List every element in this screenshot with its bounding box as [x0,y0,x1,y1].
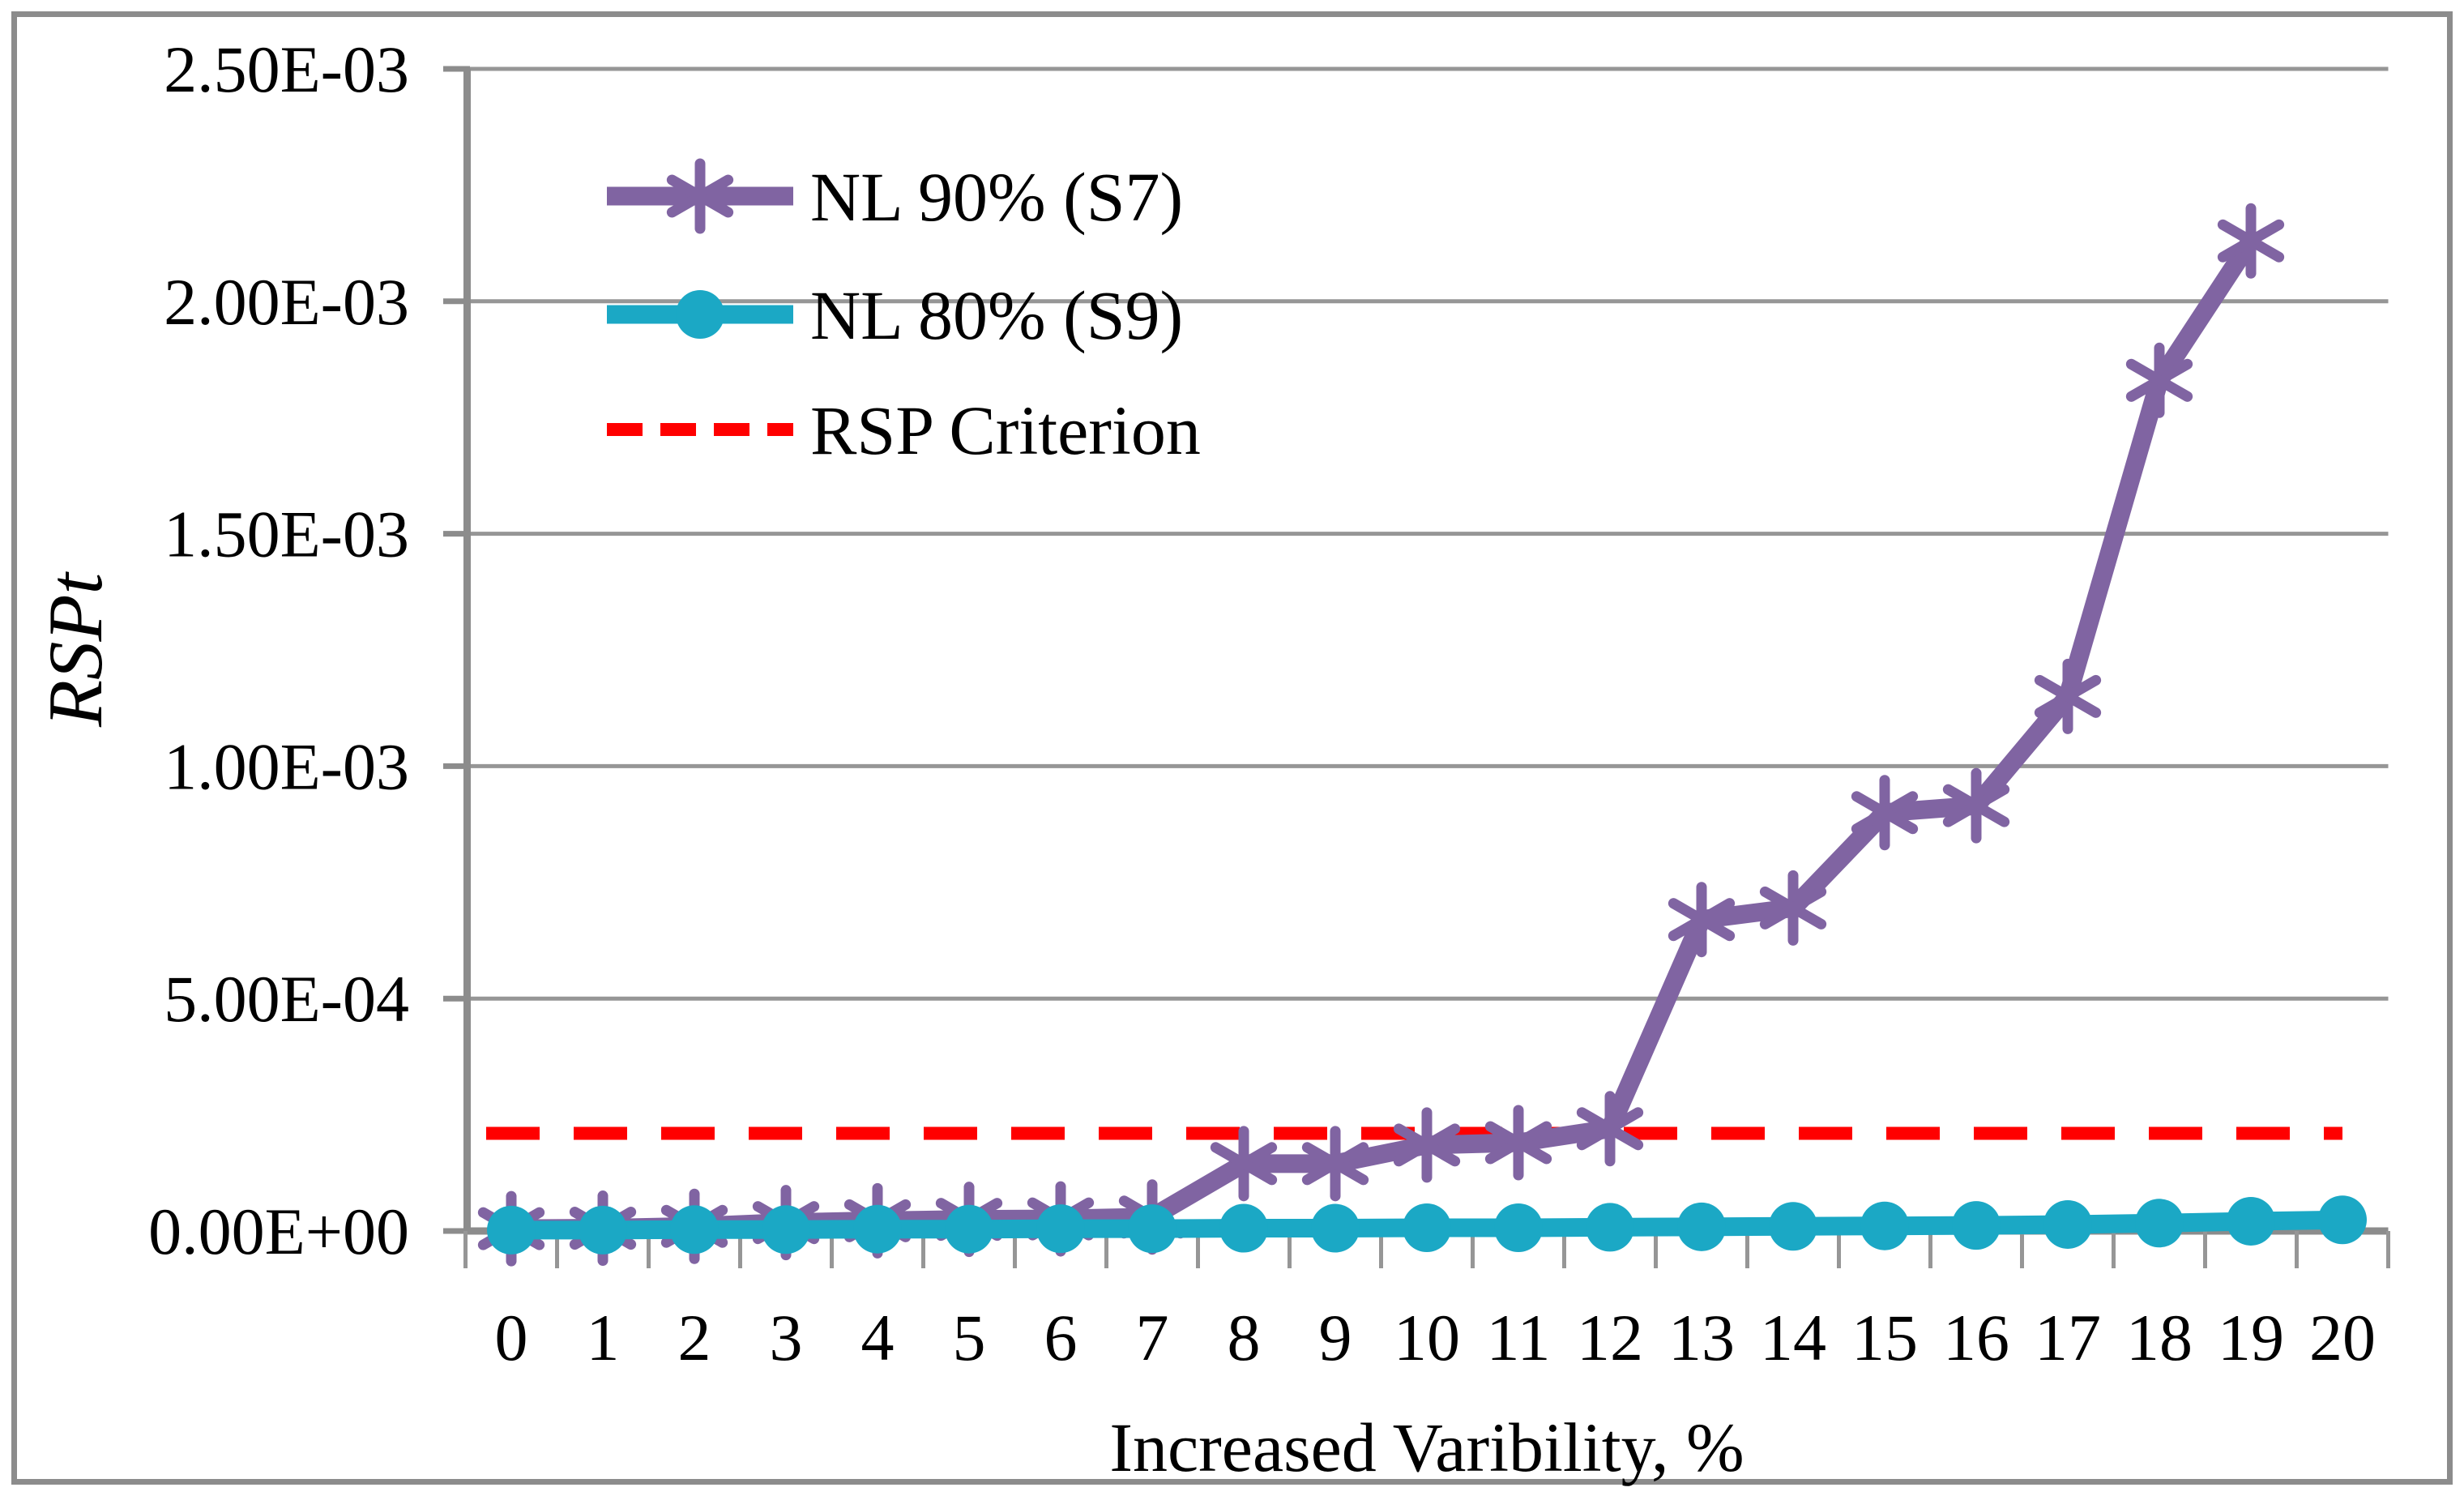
nl90-marker [1851,775,1919,851]
legend-label-nl90: NL 90% (S7) [810,158,1183,236]
nl90-marker [1942,767,2010,844]
asterisk-marker-stroke [1668,898,1736,942]
x-tick-label: 8 [1228,1301,1261,1374]
asterisk-marker-stroke [2217,219,2285,263]
x-tick-label: 19 [2218,1301,2284,1374]
legend-label-nl80: NL 80% (S9) [810,276,1183,354]
nl80-marker [853,1204,902,1254]
x-tick-label: 5 [953,1301,986,1374]
tick-labels-layer: 0.00E+00 5.00E-04 1.00E-03 1.50E-03 2.00E-03… [148,32,2376,1374]
legend-samples-layer [607,158,793,436]
nl90-marker [1668,882,1736,958]
nl80-marker [1586,1203,1634,1252]
y-tick-label: 1.50E-03 [164,498,409,571]
asterisk-marker-stroke [1942,784,2010,827]
nl90-marker [1210,1126,1278,1202]
nl80-marker [1769,1202,1817,1251]
y-tick-label: 2.00E-03 [164,265,409,339]
x-axis-title: Increased Varibility, % [1109,1408,1744,1486]
nl80-marker [1036,1204,1085,1254]
x-tick-label: 20 [2309,1301,2376,1374]
legend-nl80-sample-marker [676,290,724,339]
nl80-marker [1403,1203,1451,1252]
nl90-marker [2125,342,2193,418]
asterisk-marker-stroke [1301,1142,1369,1186]
asterisk-marker-stroke [2125,358,2193,402]
x-tick-label: 6 [1044,1301,1078,1374]
asterisk-marker-stroke [2034,674,2102,718]
nl80-marker [579,1205,627,1255]
x-tick-label: 1 [587,1301,620,1374]
x-tick-label: 7 [1136,1301,1169,1374]
x-tick-label: 2 [678,1301,711,1374]
asterisk-marker-stroke [666,174,734,218]
nl80-marker [1494,1203,1543,1252]
asterisk-marker-stroke [1210,1142,1278,1186]
nl80-marker [1860,1201,1909,1250]
nl90-marker [2034,658,2102,734]
nl90-marker [1576,1091,1644,1167]
nl80-marker [1952,1201,2001,1250]
asterisk-marker-stroke [1484,1121,1552,1165]
series-layer [477,203,2367,1267]
x-tick-label: 18 [2126,1301,2193,1374]
x-tick-label: 15 [1851,1301,1918,1374]
x-tick-label: 3 [770,1301,803,1374]
x-tick-label: 14 [1760,1301,1826,1374]
nl80-marker [1677,1202,1726,1251]
nl80-marker [670,1205,719,1255]
nl90-marker [1759,870,1827,946]
x-tick-label: 4 [861,1301,895,1374]
nl90-marker [1393,1107,1461,1183]
x-tick-label: 17 [2035,1301,2101,1374]
x-tick-label: 12 [1577,1301,1643,1374]
nl80-marker [487,1205,536,1255]
x-tick-label: 10 [1394,1301,1460,1374]
x-tick-label: 16 [1943,1301,2009,1374]
asterisk-marker-stroke [1851,791,1919,835]
chart-outer-frame [11,11,2453,1485]
x-tick-label: 13 [1668,1301,1735,1374]
x-tick-label: 0 [495,1301,528,1374]
nl80-marker [2318,1195,2367,1245]
nl90-marker [1484,1105,1552,1181]
nl80-marker [2135,1199,2184,1248]
nl90-marker [1301,1126,1369,1202]
nl80-marker [2227,1196,2275,1246]
nl80-marker [945,1204,993,1254]
nl80-marker [1128,1204,1176,1254]
y-tick-label: 0.00E+00 [148,1195,409,1268]
asterisk-marker-stroke [1576,1107,1644,1151]
y-axis-title: RSPt [32,571,118,728]
asterisk-marker-stroke [1759,886,1827,930]
asterisk-marker-stroke [1393,1123,1461,1167]
y-tick-label: 5.00E-04 [164,962,409,1036]
legend-label-rsp-criterion: RSP Criterion [810,391,1201,469]
x-tick-label: 11 [1487,1301,1551,1374]
y-tick-label: 1.00E-03 [164,729,409,803]
nl90-marker [2217,203,2285,279]
nl80-marker [1311,1203,1360,1253]
nl80-marker [1219,1203,1268,1253]
nl80-marker [2043,1199,2092,1249]
x-tick-label: 9 [1319,1301,1352,1374]
legend-nl90-sample-marker [666,158,734,234]
nl80-marker [762,1205,810,1255]
y-tick-label: 2.50E-03 [164,32,409,106]
